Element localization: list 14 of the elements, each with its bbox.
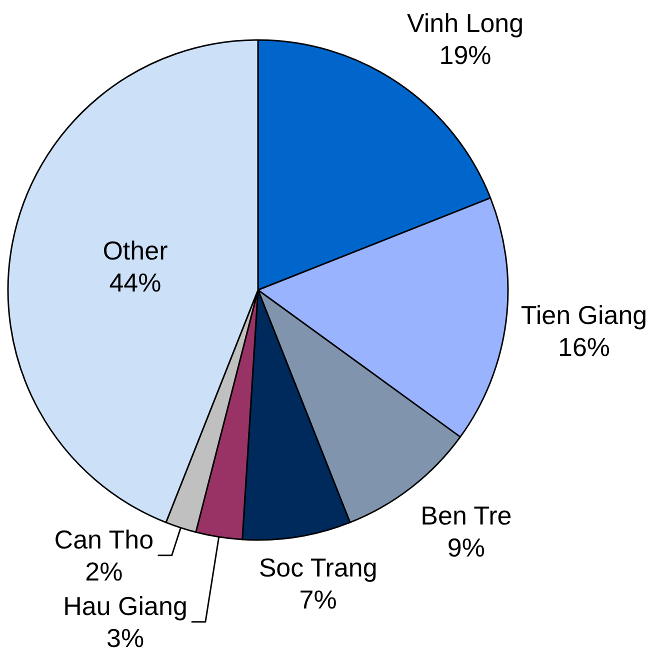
data-label: 44% <box>109 268 162 298</box>
slice-label: Tien Giang <box>520 300 648 330</box>
slice-label: Can Tho <box>54 524 154 554</box>
slice-label: Soc Trang <box>258 552 378 583</box>
data-label: 3% <box>106 622 144 653</box>
data-label: 9% <box>447 532 485 562</box>
data-label: 7% <box>299 584 337 615</box>
slice-label: Ben Tre <box>420 500 512 530</box>
slice-label: Hau Giang <box>63 590 188 621</box>
slice-label: Other <box>102 236 168 266</box>
slice-label: Vinh Long <box>406 8 524 38</box>
data-label: 2% <box>85 556 123 586</box>
data-label: 19% <box>439 40 492 70</box>
data-label: 16% <box>558 332 610 362</box>
